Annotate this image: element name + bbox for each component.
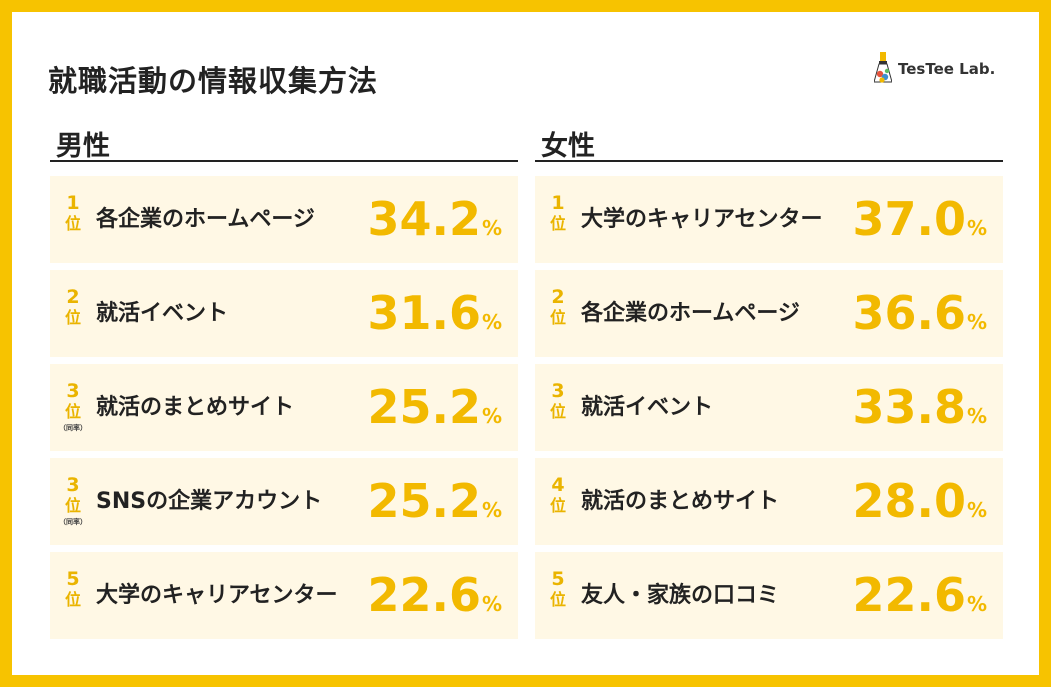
rank-number: 3 — [551, 380, 565, 402]
percent-unit: % — [966, 216, 987, 240]
data-value: 22.6 — [367, 568, 481, 622]
value-cell: 31.6% — [367, 270, 502, 357]
logo-text: TesTee Lab. — [898, 60, 996, 78]
card: 就職活動の情報収集方法 TesTee Lab. 男性 1 位各企業のホームページ 3… — [12, 12, 1039, 675]
rank-row: 1 位大学のキャリアセンター 37.0% — [535, 176, 1003, 263]
rank-badge: 3 位 （同率） — [58, 381, 88, 433]
rank-unit: 位 — [549, 214, 566, 233]
column-title: 男性 — [56, 131, 110, 162]
rank-row: 2 位就活イベント 31.6% — [50, 270, 518, 357]
rank-number: 1 — [66, 192, 80, 214]
value-cell: 33.8% — [852, 364, 987, 451]
rank-row: 3 位 （同率） 就活のまとめサイト 25.2% — [50, 364, 518, 451]
rank-unit: 位 — [64, 308, 81, 327]
item-label: 各企業のホームページ — [96, 207, 315, 232]
tie-note: （同率） — [59, 424, 87, 432]
item-label: 就活イベント — [581, 395, 714, 420]
value-cell: 22.6% — [852, 552, 987, 639]
rank-row: 5 位大学のキャリアセンター 22.6% — [50, 552, 518, 639]
rank-row: 4 位就活のまとめサイト 28.0% — [535, 458, 1003, 545]
rank-number: 1 — [551, 192, 565, 214]
item-label: SNSの企業アカウント — [96, 489, 323, 514]
value-cell: 22.6% — [367, 552, 502, 639]
rank-row: 3 位就活イベント 33.8% — [535, 364, 1003, 451]
data-value: 34.2 — [367, 192, 481, 246]
rank-badge: 3 位 （同率） — [58, 475, 88, 527]
rank-number: 5 — [66, 568, 80, 590]
item-label: 就活イベント — [96, 301, 229, 326]
value-cell: 28.0% — [852, 458, 987, 545]
percent-unit: % — [966, 310, 987, 334]
rank-unit: 位 — [549, 590, 566, 609]
percent-unit: % — [481, 592, 502, 616]
data-value: 33.8 — [852, 380, 966, 434]
data-value: 31.6 — [367, 286, 481, 340]
rank-unit: 位 — [64, 590, 81, 609]
rank-unit: 位 — [64, 214, 81, 233]
rank-unit: 位 — [64, 496, 81, 515]
rank-unit: 位 — [549, 402, 566, 421]
rank-row: 2 位各企業のホームページ 36.6% — [535, 270, 1003, 357]
column-header: 男性 — [50, 120, 518, 162]
percent-unit: % — [966, 592, 987, 616]
brand-logo: TesTee Lab. — [874, 52, 995, 86]
value-cell: 25.2% — [367, 364, 502, 451]
rank-unit: 位 — [64, 402, 81, 421]
column-header: 女性 — [535, 120, 1003, 162]
column-female: 女性 1 位大学のキャリアセンター 37.0% 2 位各企業のホームページ 36.6% 3 位… — [535, 120, 1003, 646]
flask-logo-icon — [874, 52, 892, 83]
rank-number: 3 — [66, 474, 80, 496]
rank-number: 3 — [66, 380, 80, 402]
data-value: 22.6 — [852, 568, 966, 622]
data-value: 25.2 — [367, 380, 481, 434]
rank-row: 3 位 （同率） SNSの企業アカウント 25.2% — [50, 458, 518, 545]
rank-row: 1 位各企業のホームページ 34.2% — [50, 176, 518, 263]
percent-unit: % — [481, 498, 502, 522]
item-label: 大学のキャリアセンター — [581, 207, 823, 232]
percent-unit: % — [966, 404, 987, 428]
data-value: 25.2 — [367, 474, 481, 528]
percent-unit: % — [966, 498, 987, 522]
item-label: 各企業のホームページ — [581, 301, 800, 326]
data-value: 28.0 — [852, 474, 966, 528]
item-label: 就活のまとめサイト — [96, 395, 295, 420]
item-label: 友人・家族の口コミ — [581, 583, 780, 608]
rank-number: 2 — [551, 286, 565, 308]
item-label: 大学のキャリアセンター — [96, 583, 338, 608]
data-value: 36.6 — [852, 286, 966, 340]
value-cell: 34.2% — [367, 176, 502, 263]
percent-unit: % — [481, 216, 502, 240]
percent-unit: % — [481, 404, 502, 428]
tie-note: （同率） — [59, 518, 87, 526]
item-label: 就活のまとめサイト — [581, 489, 780, 514]
rank-number: 4 — [551, 474, 565, 496]
rank-unit: 位 — [549, 496, 566, 515]
rank-unit: 位 — [549, 308, 566, 327]
value-cell: 25.2% — [367, 458, 502, 545]
rank-number: 5 — [551, 568, 565, 590]
column-male: 男性 1 位各企業のホームページ 34.2% 2 位就活イベント 31.6% 3 位（同率）就… — [50, 120, 518, 646]
page-title: 就職活動の情報収集方法 — [48, 64, 379, 98]
data-value: 37.0 — [852, 192, 966, 246]
rank-row: 5 位友人・家族の口コミ 22.6% — [535, 552, 1003, 639]
value-cell: 36.6% — [852, 270, 987, 357]
rank-number: 2 — [66, 286, 80, 308]
rank-list: 1 位各企業のホームページ 34.2% 2 位就活イベント 31.6% 3 位（同率） 就活のま… — [50, 176, 518, 639]
rank-list: 1 位大学のキャリアセンター 37.0% 2 位各企業のホームページ 36.6% 3 位就活イ… — [535, 176, 1003, 639]
column-title: 女性 — [541, 131, 595, 162]
percent-unit: % — [481, 310, 502, 334]
value-cell: 37.0% — [852, 176, 987, 263]
